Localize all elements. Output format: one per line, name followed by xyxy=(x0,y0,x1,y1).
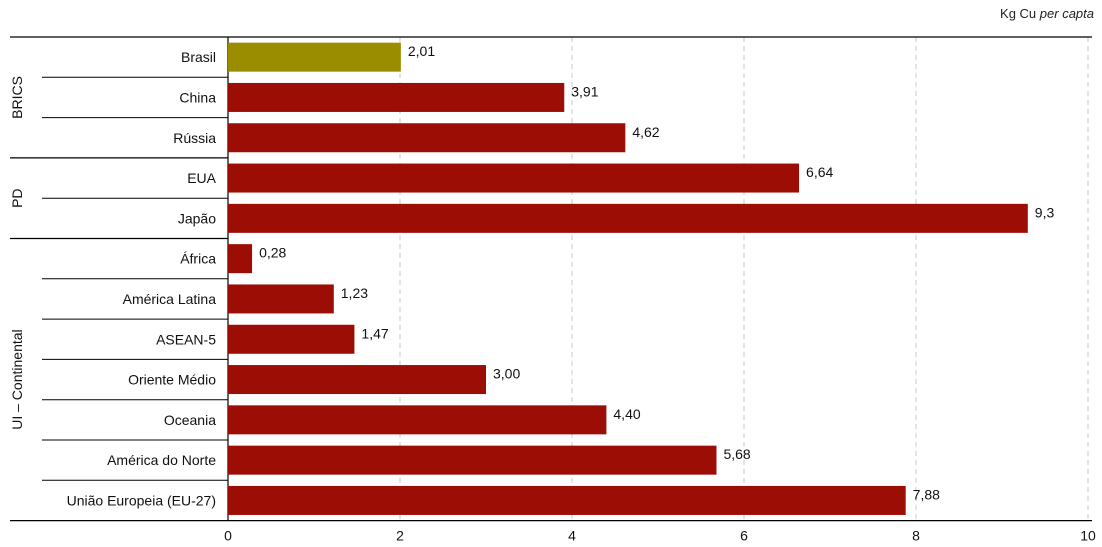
x-tick-label: 10 xyxy=(1080,528,1096,544)
bar xyxy=(228,365,486,395)
bar xyxy=(228,244,253,274)
category-label: China xyxy=(179,89,216,105)
x-tick-label: 6 xyxy=(740,528,748,544)
category-label: África xyxy=(180,251,216,267)
bar xyxy=(228,82,565,112)
value-label: 6,64 xyxy=(806,164,833,180)
value-label: 0,28 xyxy=(259,245,286,261)
group-label: BRICS xyxy=(9,76,25,119)
category-label: ASEAN-5 xyxy=(156,331,216,347)
category-label: Japão xyxy=(178,210,216,226)
value-label: 9,3 xyxy=(1035,204,1055,220)
category-label: Oceania xyxy=(164,412,216,428)
group-label: PD xyxy=(9,188,25,207)
unit-label: Kg Cu per capta xyxy=(1000,6,1094,21)
category-label: União Europeia (EU-27) xyxy=(67,492,216,508)
category-label: Oriente Médio xyxy=(128,372,216,388)
x-tick-label: 2 xyxy=(396,528,404,544)
value-label: 4,40 xyxy=(613,406,640,422)
x-tick-label: 4 xyxy=(568,528,576,544)
bar xyxy=(228,123,626,153)
value-label: 1,23 xyxy=(341,285,368,301)
x-tick-label: 0 xyxy=(224,528,232,544)
bar xyxy=(228,445,717,475)
value-label: 3,00 xyxy=(493,366,520,382)
bar xyxy=(228,485,906,515)
category-label: EUA xyxy=(187,170,216,186)
value-label: 2,01 xyxy=(408,43,435,59)
category-label: Brasil xyxy=(181,49,216,65)
value-label: 7,88 xyxy=(913,486,940,502)
category-label: América do Norte xyxy=(107,452,216,468)
value-label: 1,47 xyxy=(361,325,388,341)
category-label: Rússia xyxy=(173,130,216,146)
unit-label-italic: per capta xyxy=(1039,6,1094,21)
value-label: 4,62 xyxy=(632,124,659,140)
value-label: 3,91 xyxy=(571,83,598,99)
bar xyxy=(228,163,800,193)
group-label: UI – Continental xyxy=(9,329,25,429)
bar xyxy=(228,203,1028,233)
x-tick-label: 8 xyxy=(912,528,920,544)
category-label: América Latina xyxy=(123,291,217,307)
bar xyxy=(228,42,401,72)
value-label: 5,68 xyxy=(723,446,750,462)
bar xyxy=(228,324,355,354)
unit-label-prefix: Kg Cu xyxy=(1000,6,1037,21)
bar xyxy=(228,284,334,314)
bar xyxy=(228,405,607,435)
